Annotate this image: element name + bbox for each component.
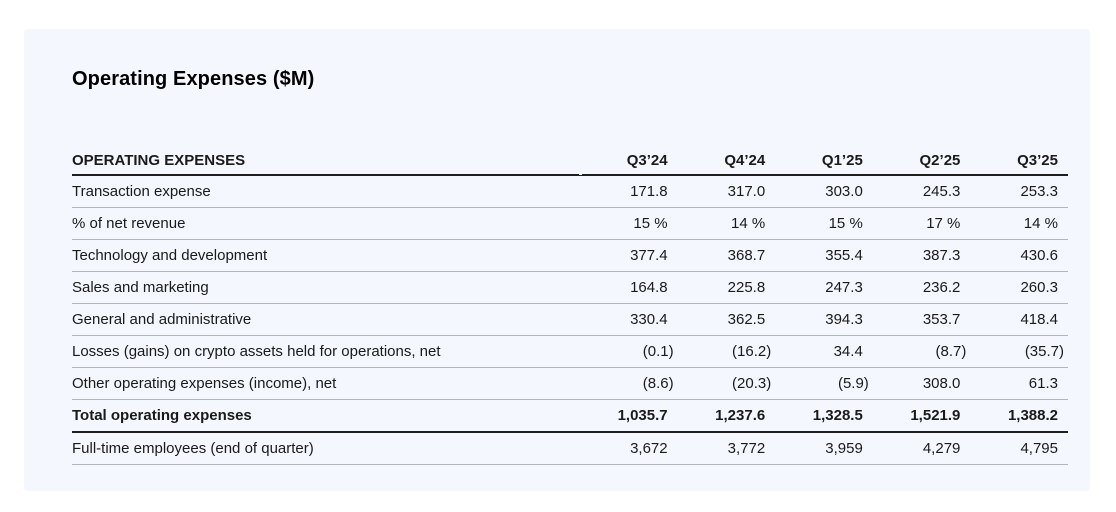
cell-value: 362.5 [677,303,776,336]
table-row: Full-time employees (end of quarter) 3,67… [72,432,1068,465]
cell-value: 3,959 [775,432,873,465]
cell-value: (5.9) [775,367,873,400]
header-rule-gap [579,171,582,175]
cell-value: 353.7 [872,303,971,336]
table-body: Transaction expense 171.8 317.0 303.0 245.3 2… [72,175,1068,465]
cell-value: 387.3 [872,239,971,272]
cell-value: 171.8 [580,175,678,208]
cell-value: 253.3 [970,175,1068,208]
cell-value: 225.8 [677,271,776,304]
cell-value: 430.6 [970,239,1068,272]
cell-value: 3,672 [580,432,678,465]
cell-value: 1,521.9 [872,399,971,433]
cell-value: 14 % [677,207,776,240]
cell-value: 1,388.2 [970,399,1068,433]
data-table: OPERATING EXPENSES Q3’24 Q4’24 Q1’25 Q2’25 Q… [72,146,1068,465]
table-row: Sales and marketing 164.8 225.8 247.3 236.2 2… [72,271,1068,304]
cell-value: 1,035.7 [580,399,678,433]
table-row: Technology and development 377.4 368.7 355.… [72,239,1068,272]
cell-value: 377.4 [580,239,678,272]
cell-value: 1,328.5 [775,399,873,433]
cell-value: (16.2) [677,335,776,368]
row-label: Full-time employees (end of quarter) [72,432,581,465]
cell-value: 3,772 [677,432,776,465]
cell-value: 303.0 [775,175,873,208]
row-label: Total operating expenses [72,399,581,433]
row-label: Other operating expenses (income), net [72,367,581,400]
cell-value: (8.6) [580,367,678,400]
table-row: Other operating expenses (income), net (8… [72,367,1068,400]
row-label: Losses (gains) on crypto assets held for… [72,335,581,368]
row-label: Technology and development [72,239,581,272]
table-row: Losses (gains) on crypto assets held for… [72,335,1068,368]
cell-value: 15 % [580,207,678,240]
cell-value: 34.4 [775,335,873,368]
cell-value: 14 % [970,207,1068,240]
cell-value: 394.3 [775,303,873,336]
row-label: Sales and marketing [72,271,581,304]
cell-value: 17 % [872,207,971,240]
column-header: Q2’25 [872,146,971,176]
column-header: Q1’25 [775,146,873,176]
row-label: General and administrative [72,303,581,336]
cell-value: 247.3 [775,271,873,304]
card-panel: Operating Expenses ($M) OPERATING EXPENS… [24,29,1090,491]
table-row: % of net revenue 15 % 14 % 15 % 17 % 14 % [72,207,1068,240]
cell-value: 355.4 [775,239,873,272]
cell-value: (35.7) [970,335,1068,368]
header-row: OPERATING EXPENSES Q3’24 Q4’24 Q1’25 Q2’25 Q… [72,146,1068,176]
cell-value: 308.0 [872,367,971,400]
cell-value: 61.3 [970,367,1068,400]
table-header-label: OPERATING EXPENSES [72,146,581,176]
cell-value: 330.4 [580,303,678,336]
cell-value: 164.8 [580,271,678,304]
table-row: General and administrative 330.4 362.5 394.… [72,303,1068,336]
column-header: Q3’25 [970,146,1068,176]
column-header: Q3’24 [580,146,678,176]
cell-value: 1,237.6 [677,399,776,433]
cell-value: 368.7 [677,239,776,272]
column-header: Q4’24 [677,146,776,176]
cell-value: 245.3 [872,175,971,208]
cell-value: (8.7) [872,335,971,368]
cell-value: (0.1) [580,335,678,368]
table-row: Transaction expense 171.8 317.0 303.0 245.3 2… [72,175,1068,208]
cell-value: 4,279 [872,432,971,465]
cell-value: 418.4 [970,303,1068,336]
cell-value: 317.0 [677,175,776,208]
cell-value: 15 % [775,207,873,240]
operating-expenses-table: OPERATING EXPENSES Q3’24 Q4’24 Q1’25 Q2’25 Q… [72,146,1068,465]
cell-value: 4,795 [970,432,1068,465]
row-label: Transaction expense [72,175,581,208]
page-title: Operating Expenses ($M) [72,68,315,90]
cell-value: 260.3 [970,271,1068,304]
row-label: % of net revenue [72,207,581,240]
cell-value: 236.2 [872,271,971,304]
table-row: Total operating expenses 1,035.7 1,237.6 1,… [72,399,1068,433]
cell-value: (20.3) [677,367,776,400]
